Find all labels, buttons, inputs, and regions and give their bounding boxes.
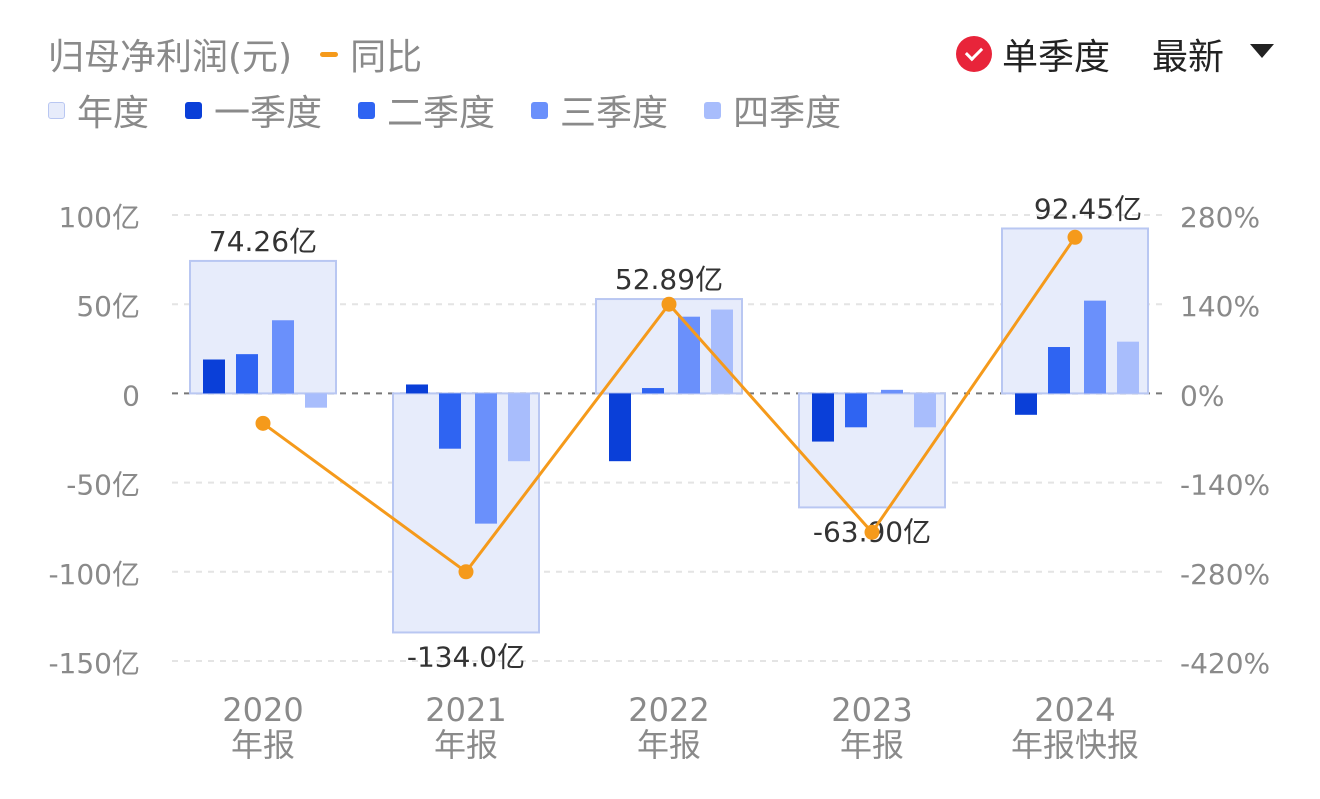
- legend-label-q4: 四季度: [733, 93, 842, 134]
- y-left-tick-label: -150亿: [48, 647, 140, 680]
- yoy-legend-label: 同比: [350, 37, 423, 78]
- annual-value-label: 74.26亿: [209, 225, 317, 258]
- annual-value-label: 52.89亿: [615, 263, 723, 296]
- checked-circle-icon[interactable]: [955, 36, 992, 72]
- legend-item-q2[interactable]: 二季度: [358, 84, 495, 136]
- annual-value-label: 92.45亿: [1034, 192, 1142, 225]
- yoy-point: [864, 524, 880, 540]
- legend-swatch-annual: [48, 101, 65, 119]
- quarter-bar-2: [236, 354, 258, 394]
- x-tick-label: 年报: [434, 726, 498, 764]
- caret-down-icon[interactable]: [1250, 44, 1274, 58]
- x-tick-label: 2023: [831, 691, 912, 729]
- y-left-tick-label: -50亿: [66, 469, 140, 502]
- x-tick-label: 年报: [231, 726, 295, 764]
- legend-swatch-q3: [531, 101, 549, 119]
- x-tick-label: 年报: [840, 726, 904, 764]
- x-tick-label: 2022: [628, 691, 709, 729]
- yoy-point: [661, 296, 677, 312]
- legend-item-q1[interactable]: 一季度: [185, 84, 322, 136]
- quarter-bar-4: [914, 393, 936, 428]
- legend-item-q4[interactable]: 四季度: [704, 84, 841, 136]
- x-tick-label: 年报快报: [1011, 726, 1139, 764]
- y-right-tick-label: 280%: [1180, 201, 1260, 234]
- legend-swatch-q2: [358, 101, 376, 119]
- quarter-bar-3: [678, 316, 700, 394]
- y-right-tick-label: 0%: [1180, 379, 1224, 412]
- yoy-legend-swatch: [320, 51, 339, 57]
- quarter-bar-1: [609, 393, 631, 462]
- y-right-tick-label: -140%: [1180, 469, 1270, 502]
- x-tick-label: 2020: [222, 691, 303, 729]
- legend-label-q2: 二季度: [387, 93, 496, 134]
- legend-swatch-q4: [704, 101, 722, 119]
- single-quarter-toggle[interactable]: 单季度: [955, 28, 1110, 80]
- y-left-tick-label: 0: [122, 379, 140, 412]
- yoy-point: [1067, 229, 1083, 245]
- legend-item-q3[interactable]: 三季度: [531, 84, 668, 136]
- quarter-bar-4: [1117, 341, 1139, 394]
- y-left-tick-label: 50亿: [76, 290, 140, 323]
- quarter-bar-1: [1015, 393, 1037, 415]
- legend-item-annual[interactable]: 年度: [48, 84, 149, 136]
- x-tick-label: 年报: [637, 726, 701, 764]
- quarter-bar-1: [406, 384, 428, 394]
- quarter-bar-3: [272, 320, 294, 394]
- period-dropdown-label[interactable]: 最新: [1151, 37, 1224, 78]
- y-left-tick-label: 100亿: [59, 201, 140, 234]
- quarter-bar-3: [1084, 300, 1106, 394]
- quarter-bar-3: [881, 389, 903, 394]
- bar-legend: 年度 一季度 二季度 三季度 四季度: [48, 84, 841, 136]
- y-axis-title: 归母净利润(元): [48, 37, 293, 78]
- annual-value-label: -134.0亿: [407, 640, 525, 673]
- quarter-bar-2: [1048, 347, 1070, 394]
- y-left-tick-label: -100亿: [48, 558, 140, 591]
- quarter-bar-2: [642, 388, 664, 394]
- quarter-bar-1: [812, 393, 834, 442]
- y-right-tick-label: -280%: [1180, 558, 1270, 591]
- quarter-bar-2: [439, 393, 461, 449]
- quarter-bar-4: [305, 393, 327, 408]
- line-legend: 归母净利润(元) 同比: [48, 28, 422, 80]
- y-right-tick-label: -420%: [1180, 647, 1270, 680]
- chart-controls: 单季度 最新: [955, 28, 1274, 80]
- yoy-point: [458, 564, 474, 580]
- x-tick-label: 2024: [1034, 691, 1115, 729]
- quarter-bar-4: [508, 393, 530, 462]
- legend-label-annual: 年度: [77, 93, 150, 134]
- y-right-tick-label: 140%: [1180, 290, 1260, 323]
- quarter-bar-3: [475, 393, 497, 524]
- quarter-bar-2: [845, 393, 867, 428]
- legend-label-q3: 三季度: [560, 93, 669, 134]
- legend-label-q1: 一季度: [214, 93, 323, 134]
- x-tick-label: 2021: [425, 691, 506, 729]
- legend-swatch-q1: [185, 101, 203, 119]
- quarter-bar-1: [203, 359, 225, 394]
- period-dropdown[interactable]: 最新: [1152, 28, 1274, 80]
- quarter-bar-4: [711, 309, 733, 394]
- yoy-point: [255, 415, 271, 431]
- yoy-legend-item[interactable]: 同比: [320, 28, 422, 80]
- single-quarter-label[interactable]: 单季度: [1001, 37, 1110, 78]
